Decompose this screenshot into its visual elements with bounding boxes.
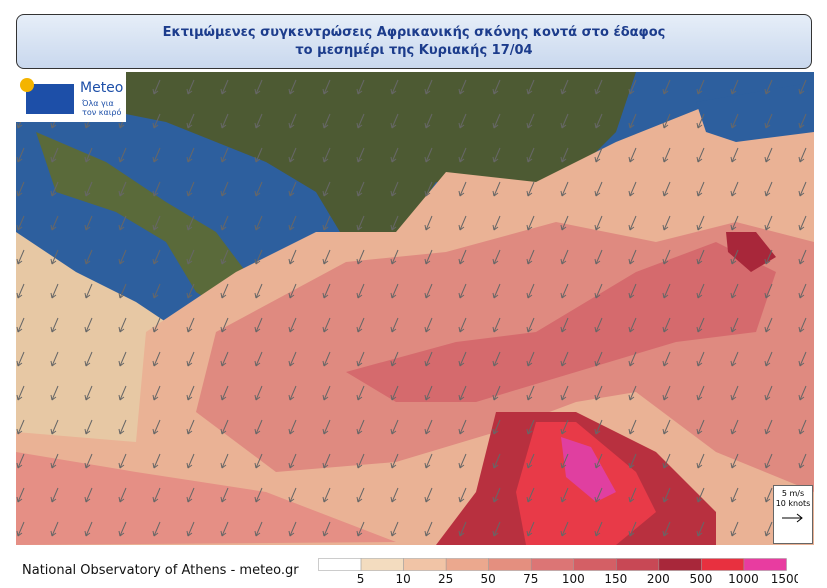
legend-label: 10 — [395, 572, 410, 586]
map — [16, 72, 814, 545]
color-swatch — [701, 558, 745, 571]
legend-label: 5 — [357, 572, 365, 586]
legend-label: 150 — [604, 572, 627, 586]
color-swatch — [488, 558, 532, 571]
legend-label: 1000 — [728, 572, 759, 586]
legend-label: 25 — [438, 572, 453, 586]
wind-scale: 5 m/s 10 knots — [773, 485, 813, 544]
logo-tagline: Όλα για τον καιρό — [82, 99, 122, 117]
wind-speed: 5 m/s — [781, 489, 805, 498]
legend-label: 1500 — [771, 572, 798, 586]
title-box: Εκτιμώμενες συγκεντρώσεις Αφρικανικής σκ… — [16, 14, 812, 69]
footer: National Observatory of Athens - meteo.g… — [22, 563, 299, 578]
legend-label: 75 — [523, 572, 538, 586]
legend-label: 100 — [562, 572, 585, 586]
title-line: Εκτιμώμενες συγκεντρώσεις Αφρικανικής σκ… — [162, 25, 666, 40]
logo-sun — [20, 78, 34, 92]
scale-arrow — [782, 513, 803, 523]
title-line: το μεσημέρι της Κυριακής 17/04 — [295, 43, 533, 58]
color-swatch — [360, 558, 404, 571]
logo-mark — [26, 84, 74, 114]
legend-label: 500 — [689, 572, 712, 586]
wind-knots: 10 knots — [775, 499, 811, 508]
colorbar: 5 10 25 50 75 100 150 200 500 1000 1500 — [318, 558, 798, 586]
color-swatch — [403, 558, 447, 571]
logo: Meteo Όλα για τον καιρό — [16, 72, 126, 122]
color-swatch — [318, 558, 362, 571]
color-swatch — [743, 558, 787, 571]
legend-label: 200 — [647, 572, 670, 586]
color-swatch — [658, 558, 702, 571]
wind-arrows — [16, 72, 814, 545]
color-swatch — [445, 558, 489, 571]
legend-label: 50 — [481, 572, 496, 586]
color-swatch — [530, 558, 575, 571]
logo-brand: Meteo — [80, 80, 124, 96]
color-swatch — [573, 558, 617, 571]
color-swatch — [616, 558, 660, 571]
